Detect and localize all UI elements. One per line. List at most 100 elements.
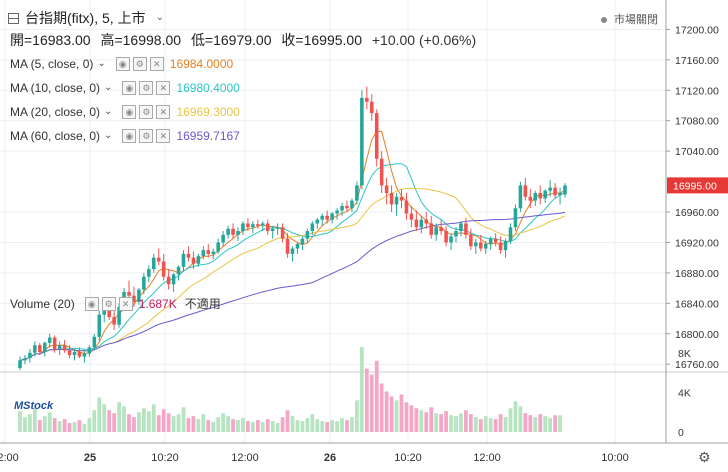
candle-body xyxy=(513,208,518,228)
gear-icon[interactable]: ⚙ xyxy=(139,105,154,119)
candle-body xyxy=(449,236,453,243)
close-icon[interactable]: ✕ xyxy=(156,81,171,95)
volume-bar xyxy=(161,409,166,432)
volume-bar xyxy=(350,417,354,432)
gear-icon[interactable]: ⚙ xyxy=(139,129,154,143)
eye-icon[interactable]: ◉ xyxy=(122,129,137,143)
candle-body xyxy=(52,337,57,349)
volume-bar xyxy=(156,415,161,432)
volume-bar xyxy=(290,416,295,432)
close-icon[interactable]: ✕ xyxy=(156,105,171,119)
candle-body xyxy=(142,276,146,290)
volume-bar xyxy=(374,360,379,432)
candle-body xyxy=(156,257,161,262)
indicator-ma5[interactable]: MA (5, close, 0) ⌄ ◉ ⚙ ✕ 16984.0000 xyxy=(10,56,233,72)
time-tick-label: 25 xyxy=(84,452,96,464)
volume-bar xyxy=(335,421,339,432)
close-icon[interactable]: ✕ xyxy=(156,129,171,143)
candlesticks xyxy=(18,86,567,371)
high-value: 高=16998.00 xyxy=(100,32,182,48)
volume-bar xyxy=(275,423,280,432)
volume-bar xyxy=(399,394,404,432)
volume-bar xyxy=(320,421,325,432)
volume-bar xyxy=(523,413,528,432)
eye-icon[interactable]: ◉ xyxy=(115,57,130,71)
candle-body xyxy=(439,227,443,232)
eye-icon[interactable]: ◉ xyxy=(84,297,99,311)
candle-body xyxy=(226,228,230,235)
candle-body xyxy=(241,223,245,232)
volume-bar xyxy=(18,411,22,432)
time-tick-label: 12:00 xyxy=(0,452,19,464)
candle-body xyxy=(548,187,552,191)
chevron-down-icon[interactable]: ⌄ xyxy=(104,82,113,93)
indicator-value: 16959.7167 xyxy=(176,129,240,143)
candle-body xyxy=(62,345,67,351)
indicator-ma10[interactable]: MA (10, close, 0) ⌄ ◉ ⚙ ✕ 16980.4000 xyxy=(10,80,240,96)
mstock-logo: MStock xyxy=(14,400,54,412)
candle-body xyxy=(171,274,176,285)
volume-bar xyxy=(538,414,543,432)
volume-bar xyxy=(379,383,384,432)
candle-body xyxy=(206,250,211,254)
symbol-title[interactable]: 台指期(fitx), 5, 上市 ⌄ xyxy=(8,10,164,26)
chevron-down-icon[interactable]: ⌄ xyxy=(155,12,164,23)
candle-body xyxy=(493,238,498,243)
candle-body xyxy=(315,219,320,224)
candle-body xyxy=(127,291,131,296)
volume-bar xyxy=(72,422,77,432)
indicator-ma20[interactable]: MA (20, close, 0) ⌄ ◉ ⚙ ✕ 16969.3000 xyxy=(10,104,240,120)
volume-bar xyxy=(92,410,97,432)
volume-bar xyxy=(434,413,439,432)
volume-bar xyxy=(216,417,221,432)
candle-body xyxy=(300,238,305,244)
candle-body xyxy=(409,213,414,220)
gear-icon[interactable]: ⚙ xyxy=(139,81,154,95)
price-tick-label: 17040.00 xyxy=(675,146,719,158)
candle-body xyxy=(429,223,434,235)
gear-icon[interactable]: ⚙ xyxy=(101,297,116,311)
candle-body xyxy=(28,352,32,359)
gear-icon[interactable]: ⚙ xyxy=(132,57,147,71)
current-price-label: 16995.00 xyxy=(673,180,717,192)
volume-bar xyxy=(171,416,176,432)
volume-bar xyxy=(87,418,92,432)
volume-bar xyxy=(493,419,498,432)
eye-icon[interactable]: ◉ xyxy=(122,81,137,95)
volume-indicator[interactable]: Volume (20) ◉ ⚙ ✕ 1.687K 不適用 xyxy=(10,296,221,312)
ma-line-60 xyxy=(19,211,566,361)
volume-bar xyxy=(330,420,335,432)
candle-body xyxy=(488,238,493,244)
volume-bar xyxy=(468,414,473,432)
volume-bar xyxy=(533,417,538,432)
volume-bar xyxy=(151,404,156,432)
eye-icon[interactable]: ◉ xyxy=(122,105,137,119)
candle-body xyxy=(399,196,404,201)
candle-body xyxy=(335,210,339,214)
chevron-down-icon[interactable]: ⌄ xyxy=(97,58,106,69)
volume-bar xyxy=(518,406,523,432)
chevron-down-icon[interactable]: ⌄ xyxy=(104,130,113,141)
volume-bar xyxy=(305,418,310,432)
time-tick-label: 10:00 xyxy=(601,452,629,464)
candle-body xyxy=(117,307,121,325)
volume-bar xyxy=(28,414,32,432)
candle-body xyxy=(434,227,438,235)
ohlc-readout: 開=16983.00 高=16998.00 低=16979.00 收=16995… xyxy=(10,32,482,48)
indicator-ma60[interactable]: MA (60, close, 0) ⌄ ◉ ⚙ ✕ 16959.7167 xyxy=(10,128,240,144)
volume-bar xyxy=(137,412,141,432)
chevron-down-icon[interactable]: ⌄ xyxy=(104,106,113,117)
market-status: 市場關閉 xyxy=(600,12,658,28)
candle-body xyxy=(543,190,547,199)
volume-bar xyxy=(528,415,533,432)
close-icon[interactable]: ✕ xyxy=(118,297,133,311)
price-tick-label: 17200.00 xyxy=(675,24,719,36)
volume-bar xyxy=(389,396,394,432)
price-tick-label: 17120.00 xyxy=(675,85,719,97)
close-icon[interactable]: ✕ xyxy=(149,57,164,71)
candle-body xyxy=(360,97,364,186)
collapse-icon[interactable] xyxy=(8,12,19,24)
candle-body xyxy=(523,185,528,197)
candle-body xyxy=(280,227,285,239)
